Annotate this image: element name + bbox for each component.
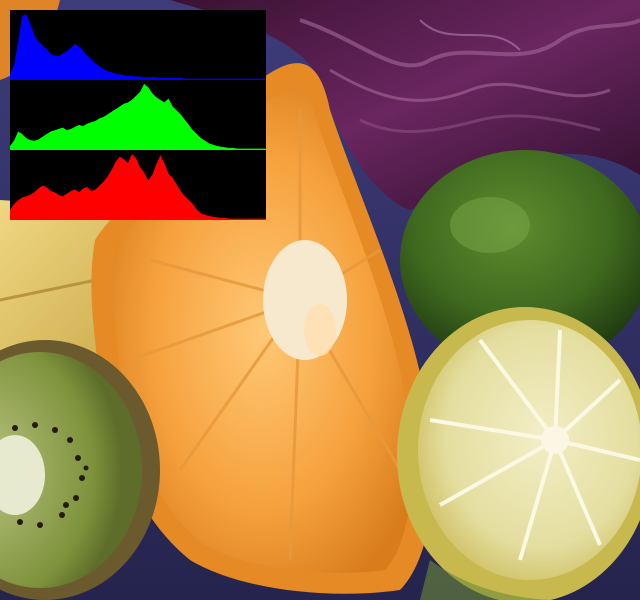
lemon-half — [397, 307, 640, 600]
histogram-green-channel — [10, 84, 266, 150]
histogram-blue-channel — [10, 14, 266, 80]
kiwi-half — [0, 340, 160, 600]
lime — [400, 150, 640, 370]
orange-pith — [263, 240, 347, 360]
histogram-red-channel — [10, 154, 266, 220]
rgb-histogram — [10, 10, 266, 220]
rgb-histogram-panel — [10, 10, 266, 220]
